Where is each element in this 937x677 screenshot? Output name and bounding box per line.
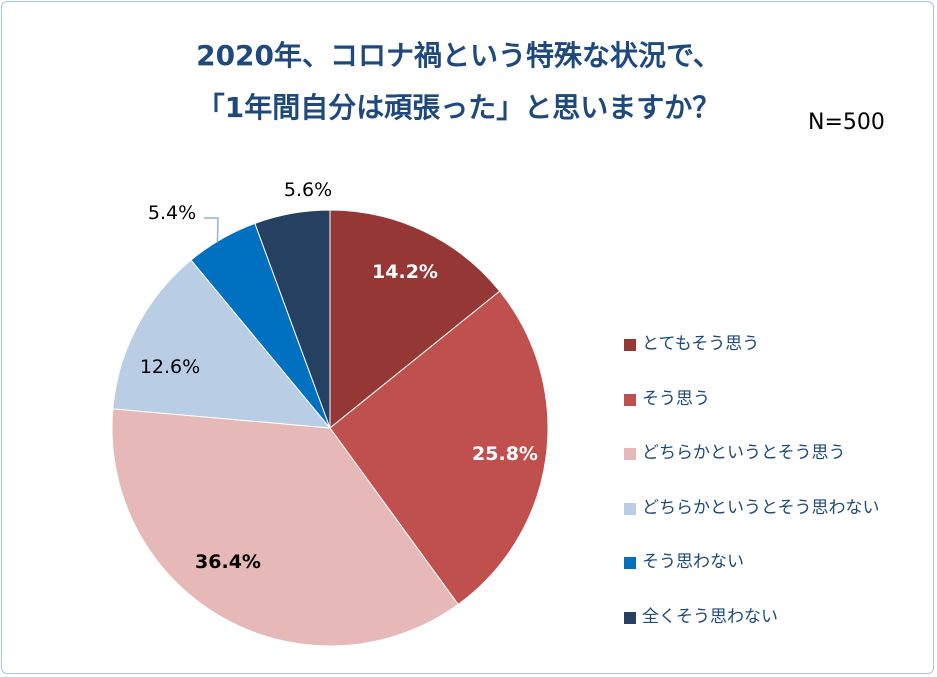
legend: とてもそう思う そう思うどちらかというとそう思うどちらかというとそう思わない そう思… — [624, 332, 880, 659]
legend-item: とてもそう思う — [624, 332, 880, 387]
pie-slice-1 — [329, 209, 501, 430]
chart-title: 2020年、コロナ禍という特殊な状況で、 「1年間自分は頑張った」と思いますか？ — [0, 30, 937, 134]
data-label-4: 12.6% — [140, 356, 200, 378]
data-label-2: 25.8% — [472, 443, 538, 465]
pie-slice-2 — [329, 290, 549, 606]
data-label-1: 14.2% — [372, 261, 438, 283]
legend-swatch — [624, 611, 636, 624]
legend-swatch — [624, 502, 636, 515]
legend-item: そう思う — [624, 387, 880, 442]
sample-size: N=500 — [808, 110, 885, 135]
legend-label: そう思う — [642, 388, 710, 409]
legend-item: どちらかというとそう思わない — [624, 496, 880, 551]
pie-slice-6 — [254, 209, 331, 429]
legend-swatch — [624, 339, 636, 351]
legend-item: どちらかというとそう思う — [624, 441, 880, 496]
chart-title-line-1: 2020年、コロナ禍という特殊な状況で、 — [196, 39, 721, 72]
data-label-6: 5.6% — [284, 179, 332, 201]
legend-label: どちらかというとそう思わない — [642, 497, 880, 518]
legend-item: 全くそう思わない — [624, 605, 880, 660]
pie-slice-4 — [112, 259, 332, 429]
data-label-3: 36.4% — [195, 551, 261, 573]
legend-swatch — [624, 393, 636, 406]
data-label-5: 5.4% — [148, 202, 196, 224]
legend-label: 全くそう思わない — [642, 606, 778, 627]
chart-title-line-2: 「1年間自分は頑張った」と思いますか？ — [196, 91, 721, 124]
legend-swatch — [624, 557, 636, 569]
legend-label: そう思わない — [642, 552, 744, 572]
legend-item: そう思わない — [624, 550, 880, 605]
legend-label: どちらかというとそう思う — [642, 443, 846, 463]
legend-swatch — [624, 448, 636, 460]
leader-line — [204, 217, 219, 243]
pie-slice-3 — [111, 408, 459, 647]
legend-label: とてもそう思う — [642, 334, 760, 354]
